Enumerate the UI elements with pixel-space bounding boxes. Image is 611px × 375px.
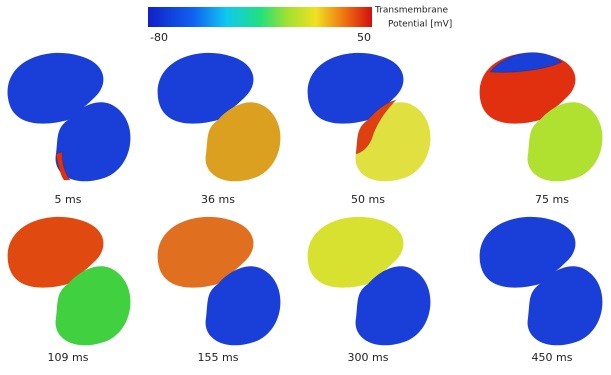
time-label: 450 ms bbox=[532, 351, 573, 364]
colorbar bbox=[148, 7, 372, 27]
time-label: 50 ms bbox=[351, 193, 385, 206]
colorbar-label: Transmembrane bbox=[374, 6, 448, 16]
time-label: 300 ms bbox=[348, 351, 389, 364]
colorbar-label: Potential [mV] bbox=[388, 20, 452, 30]
heart bbox=[158, 217, 281, 345]
time-label: 5 ms bbox=[55, 193, 82, 206]
time-label: 109 ms bbox=[48, 351, 89, 364]
heart bbox=[308, 53, 431, 181]
colorbar-max: 50 bbox=[357, 31, 371, 44]
colorbar-min: -80 bbox=[150, 31, 168, 44]
heart bbox=[158, 53, 281, 181]
heart bbox=[480, 217, 603, 345]
heart bbox=[8, 217, 131, 345]
time-label: 155 ms bbox=[198, 351, 239, 364]
heart bbox=[8, 53, 131, 181]
time-label: 75 ms bbox=[535, 193, 569, 206]
heart bbox=[480, 53, 603, 182]
time-label: 36 ms bbox=[201, 193, 235, 206]
heart bbox=[308, 217, 431, 345]
figure: -80 50 Transmembrane Potential [mV] 5 ms… bbox=[0, 0, 611, 375]
